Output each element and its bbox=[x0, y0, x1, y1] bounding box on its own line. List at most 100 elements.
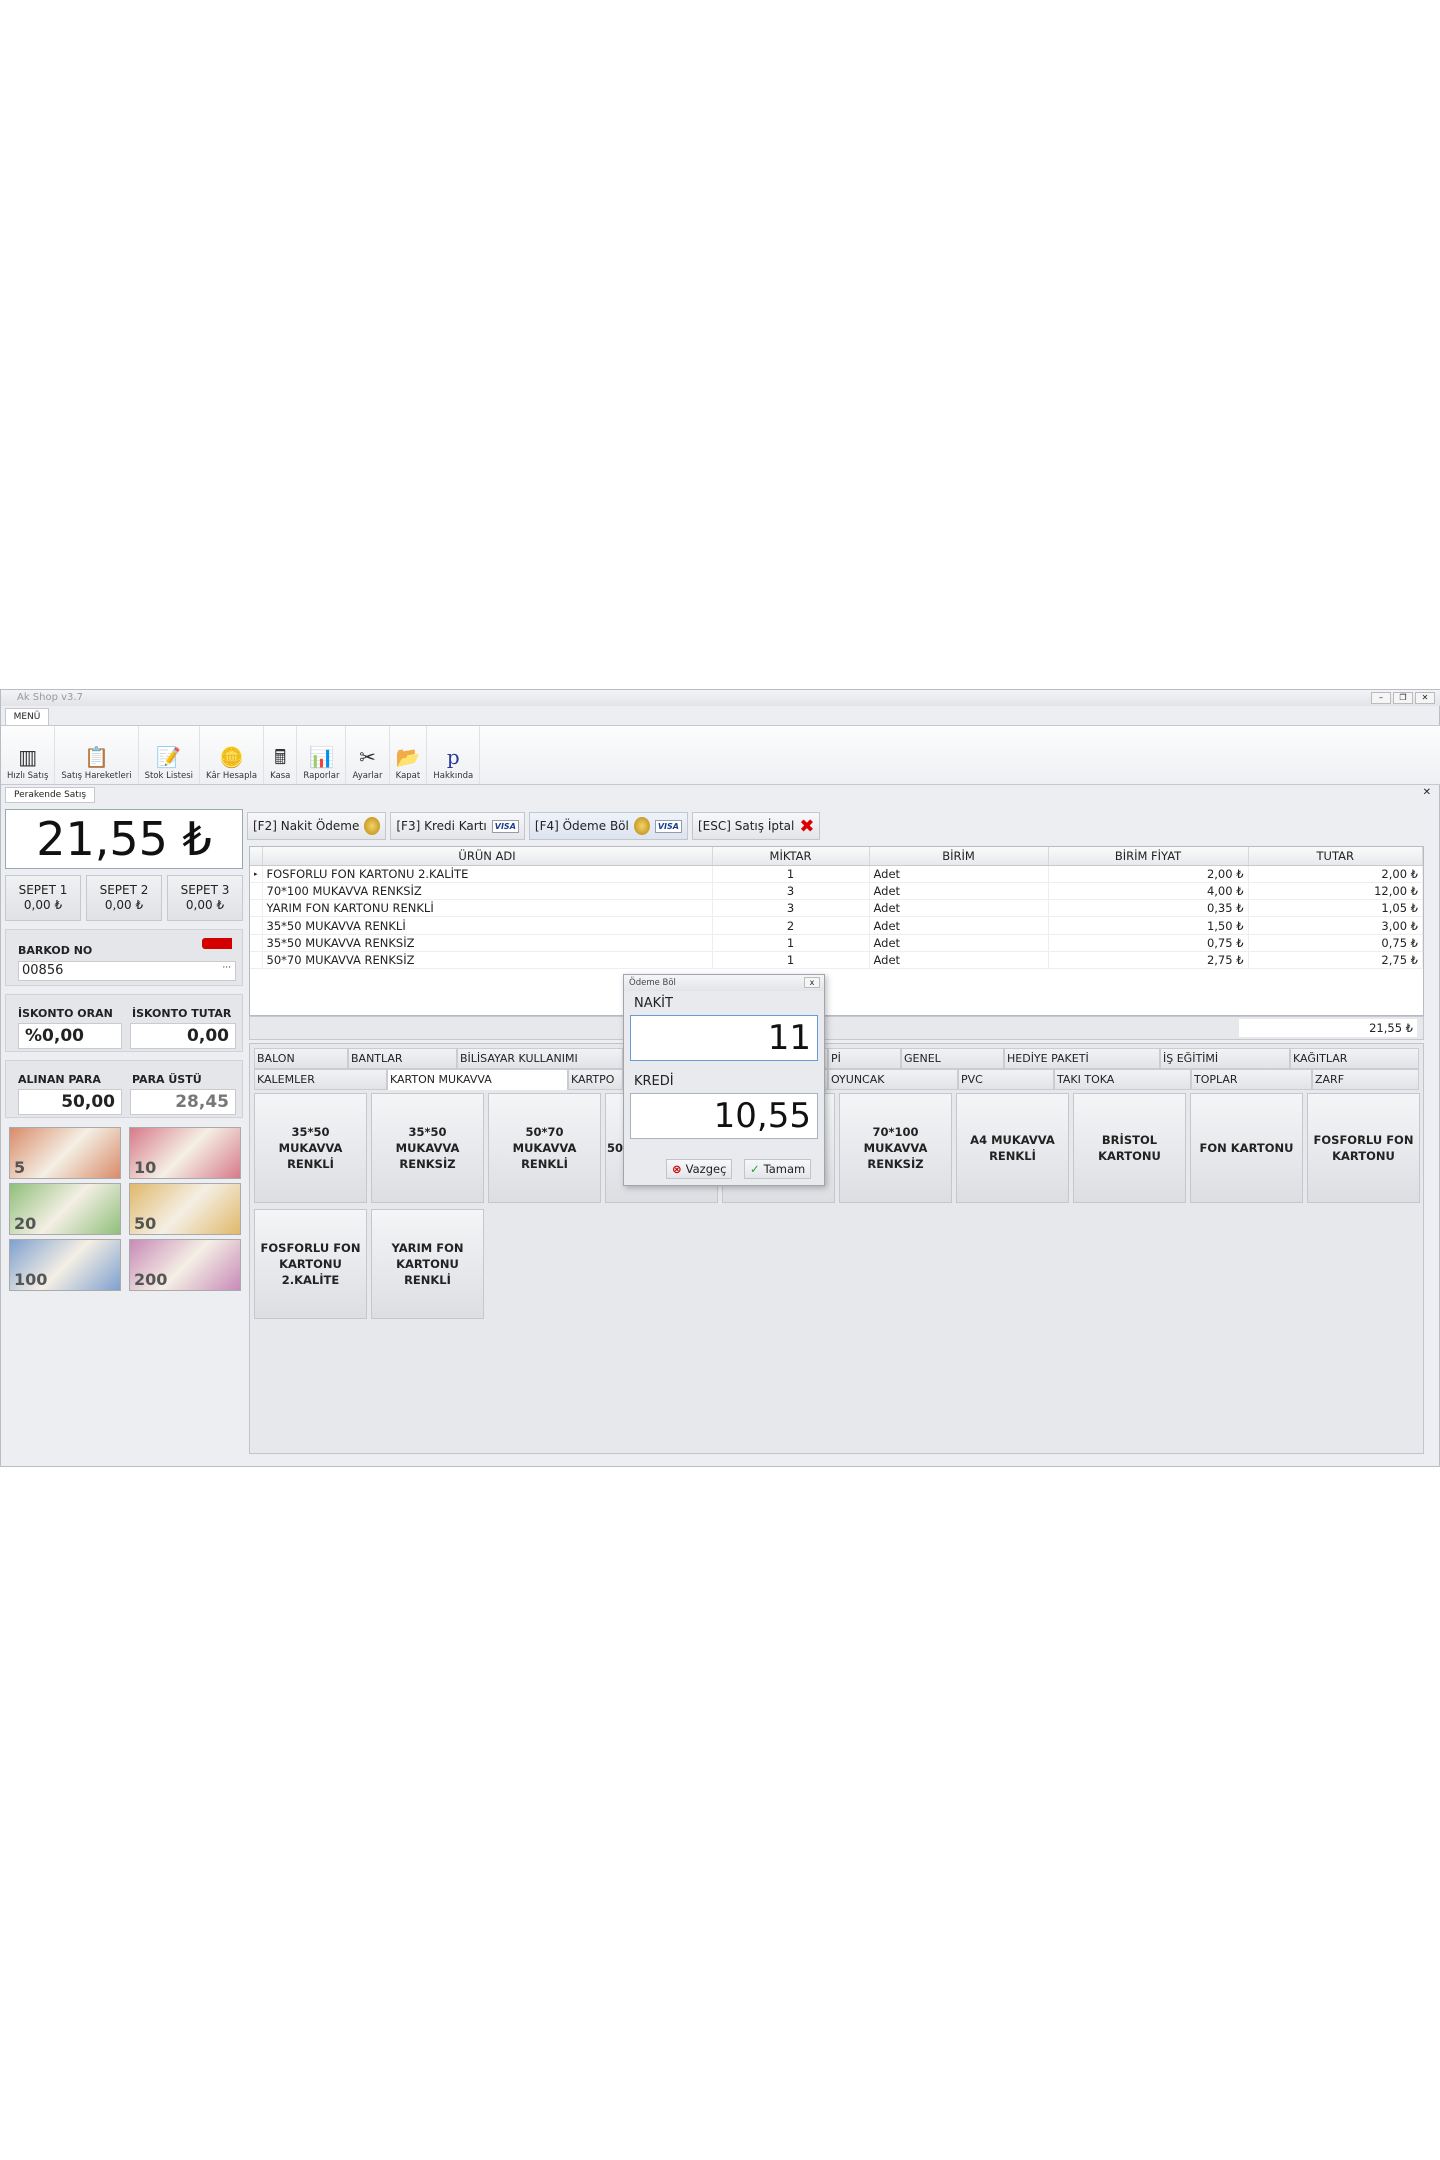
split-payment-dialog: Ödeme Böl x NAKİT 11 KREDİ 10,55 ⊗ Vazgeç… bbox=[623, 974, 825, 1186]
banknote-50-button[interactable]: 50 bbox=[129, 1183, 241, 1235]
col-header-unit[interactable]: BİRİM bbox=[869, 847, 1049, 866]
product-tile[interactable]: YARIM FON KARTONU RENKLİ bbox=[371, 1209, 484, 1319]
ribbon-label: Kâr Hesapla bbox=[206, 771, 258, 781]
visa-icon: VISA bbox=[491, 819, 519, 833]
product-tile[interactable]: BRİSTOL KARTONU bbox=[1073, 1093, 1186, 1203]
category-tab[interactable]: Pİ bbox=[828, 1048, 901, 1069]
category-tab[interactable]: KARTPO bbox=[568, 1069, 623, 1090]
ribbon-button-6[interactable]: ✂ Ayarlar bbox=[346, 726, 390, 784]
ribbon-label: Satış Hareketleri bbox=[61, 771, 132, 781]
category-tab[interactable]: TAKI TOKA bbox=[1054, 1069, 1191, 1090]
basket-3-button[interactable]: SEPET 3 0,00 ₺ bbox=[167, 875, 243, 921]
payment-toolbar: [F2] Nakit Ödeme [F3] Kredi Kartı VISA [F… bbox=[247, 812, 821, 840]
ribbon-button-3[interactable]: 🪙 Kâr Hesapla bbox=[200, 726, 265, 784]
ribbon-label: Kapat bbox=[395, 771, 421, 781]
category-tab[interactable]: GENEL bbox=[901, 1048, 1004, 1069]
table-row[interactable]: ▸ FOSFORLU FON KARTONU 2.KALİTE 1 Adet 2,00 … bbox=[250, 865, 1424, 883]
table-row[interactable]: 70*100 MUKAVVA RENKSİZ 3 Adet 4,00 ₺ 12,00 ₺ bbox=[250, 882, 1424, 901]
category-tab[interactable]: OYUNCAK bbox=[828, 1069, 958, 1090]
category-tab[interactable]: İŞ EĞİTİMİ bbox=[1160, 1048, 1290, 1069]
received-input[interactable]: 50,00 bbox=[18, 1089, 122, 1115]
category-tab[interactable]: ZARF bbox=[1312, 1069, 1419, 1090]
product-tile[interactable]: FOSFORLU FON KARTONU 2.KALİTE bbox=[254, 1209, 367, 1319]
cash-label: NAKİT bbox=[634, 996, 673, 1011]
category-tab[interactable]: KAĞITLAR bbox=[1290, 1048, 1419, 1069]
cell-quantity: 3 bbox=[712, 882, 870, 901]
basket-1-button[interactable]: SEPET 1 0,00 ₺ bbox=[5, 875, 81, 921]
close-window-button[interactable]: ✕ bbox=[1415, 692, 1435, 704]
product-tile[interactable]: 70*100 MUKAVVA RENKSİZ bbox=[839, 1093, 952, 1203]
ribbon-label: Ayarlar bbox=[352, 771, 383, 781]
minimize-button[interactable]: – bbox=[1371, 692, 1391, 704]
banknote-5-button[interactable]: 5 bbox=[9, 1127, 121, 1179]
category-tab[interactable]: PVC bbox=[958, 1069, 1054, 1090]
red-x-icon: ✖ bbox=[799, 815, 815, 837]
basket-2-button[interactable]: SEPET 2 0,00 ₺ bbox=[86, 875, 162, 921]
dialog-close-button[interactable]: x bbox=[804, 977, 820, 988]
category-tab[interactable]: HEDİYE PAKETİ bbox=[1004, 1048, 1160, 1069]
banknote-100-button[interactable]: 100 bbox=[9, 1239, 121, 1291]
row-indicator bbox=[250, 916, 263, 935]
ellipsis-button[interactable]: ··· bbox=[222, 963, 231, 973]
category-tab[interactable]: KARTON MUKAVVA bbox=[387, 1069, 568, 1090]
grid-footer-total: 21,55 ₺ bbox=[1239, 1019, 1417, 1037]
ribbon-button-2[interactable]: 📝 Stok Listesi bbox=[139, 726, 201, 784]
category-panel: BALON BANTLAR BİLİSAYAR KULLANIMI Pİ GENEL HE… bbox=[249, 1043, 1424, 1454]
grid-footer: 21,55 ₺ bbox=[249, 1016, 1424, 1040]
cell-unit: Adet bbox=[869, 865, 1049, 883]
banknote-value: 100 bbox=[14, 1270, 48, 1289]
banknote-20-button[interactable]: 20 bbox=[9, 1183, 121, 1235]
cell-quantity: 3 bbox=[712, 899, 870, 918]
table-row[interactable]: 35*50 MUKAVVA RENKLİ 2 Adet 1,50 ₺ 3,00 ₺ bbox=[250, 916, 1424, 935]
table-row[interactable]: YARIM FON KARTONU RENKLİ 3 Adet 0,35 ₺ 1,05 … bbox=[250, 899, 1424, 918]
restore-button[interactable]: ❐ bbox=[1393, 692, 1413, 704]
col-header-quantity[interactable]: MİKTAR bbox=[712, 847, 870, 866]
col-header-product[interactable]: ÜRÜN ADI bbox=[262, 847, 713, 866]
ribbon-button-4[interactable]: 🖩 Kasa bbox=[264, 726, 298, 784]
product-tile[interactable]: FOSFORLU FON KARTONU bbox=[1307, 1093, 1420, 1203]
banknote-value: 5 bbox=[14, 1158, 26, 1177]
cancel-sale-button[interactable]: [ESC] Satış İptal ✖ bbox=[691, 812, 821, 840]
ribbon-toolbar: ▥ Hızlı Satış 📋 Satış Hareketleri 📝 Stok List… bbox=[1, 725, 1440, 785]
discount-amount-input[interactable]: 0,00 bbox=[130, 1023, 236, 1049]
banknote-200-button[interactable]: 200 bbox=[129, 1239, 241, 1291]
category-tab[interactable]: BİLİSAYAR KULLANIMI bbox=[457, 1048, 623, 1069]
category-tab[interactable]: BANTLAR bbox=[348, 1048, 457, 1069]
ribbon-label: Hakkında bbox=[433, 771, 474, 781]
product-tile[interactable]: 35*50 MUKAVVA RENKLİ bbox=[254, 1093, 367, 1203]
product-tile[interactable]: 50*70 MUKAVVA RENKLİ bbox=[488, 1093, 601, 1203]
category-tab[interactable]: TOPLAR bbox=[1191, 1069, 1312, 1090]
row-indicator bbox=[250, 934, 263, 952]
product-tile[interactable]: A4 MUKAVVA RENKLİ bbox=[956, 1093, 1069, 1203]
tab-perakende-satis[interactable]: Perakende Satış bbox=[5, 787, 95, 803]
grid-header-row: ÜRÜN ADI MİKTAR BİRİM BİRİM FİYAT TUTAR bbox=[250, 847, 1424, 866]
category-tab[interactable]: BALON bbox=[254, 1048, 348, 1069]
barcode-input[interactable]: 00856 ··· bbox=[18, 961, 236, 981]
discount-panel: İSKONTO ORAN İSKONTO TUTAR %0,00 0,00 bbox=[5, 994, 243, 1052]
product-tile[interactable]: 35*50 MUKAVVA RENKSİZ bbox=[371, 1093, 484, 1203]
tab-menu[interactable]: MENÜ bbox=[5, 708, 49, 726]
discount-rate-input[interactable]: %0,00 bbox=[18, 1023, 122, 1049]
ribbon-button-1[interactable]: 📋 Satış Hareketleri bbox=[55, 726, 139, 784]
cash-input[interactable]: 11 bbox=[630, 1015, 818, 1061]
ribbon-button-7[interactable]: 📂 Kapat bbox=[390, 726, 428, 784]
credit-card-button[interactable]: [F3] Kredi Kartı VISA bbox=[390, 812, 525, 840]
ribbon-button-5[interactable]: 📊 Raporlar bbox=[297, 726, 347, 784]
cash-payment-button[interactable]: [F2] Nakit Ödeme bbox=[247, 812, 387, 840]
banknote-10-button[interactable]: 10 bbox=[129, 1127, 241, 1179]
col-header-unit-price[interactable]: BİRİM FİYAT bbox=[1048, 847, 1249, 866]
close-tab-icon[interactable]: ✕ bbox=[1422, 787, 1431, 798]
split-payment-button[interactable]: [F4] Ödeme Böl VISA bbox=[528, 812, 688, 840]
table-row[interactable]: 35*50 MUKAVVA RENKSİZ 1 Adet 0,75 ₺ 0,75 ₺ bbox=[250, 934, 1424, 952]
col-header-total[interactable]: TUTAR bbox=[1248, 847, 1424, 866]
ribbon-label: Stok Listesi bbox=[144, 771, 194, 781]
dialog-cancel-button[interactable]: ⊗ Vazgeç bbox=[666, 1159, 733, 1179]
ribbon-button-8[interactable]: p Hakkında bbox=[427, 726, 481, 784]
dialog-ok-button[interactable]: ✓ Tamam bbox=[744, 1159, 812, 1179]
table-row[interactable]: 50*70 MUKAVVA RENKSİZ 1 Adet 2,75 ₺ 2,75 ₺ bbox=[250, 951, 1424, 970]
cash-payment-label: [F2] Nakit Ödeme bbox=[253, 819, 360, 833]
category-tab[interactable]: KALEMLER bbox=[254, 1069, 387, 1090]
product-tile[interactable]: FON KARTONU bbox=[1190, 1093, 1303, 1203]
ribbon-button-0[interactable]: ▥ Hızlı Satış bbox=[1, 726, 56, 784]
credit-input[interactable]: 10,55 bbox=[630, 1093, 818, 1139]
